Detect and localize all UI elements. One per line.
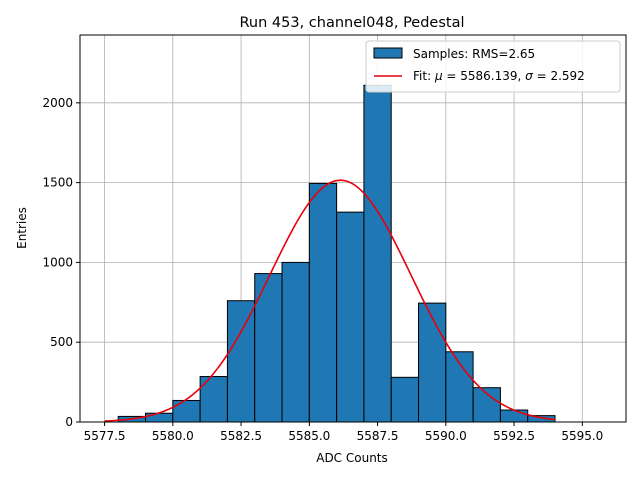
histogram-bars xyxy=(117,84,556,423)
x-axis-ticks: 5577.5 5580.0 5582.5 5585.0 5587.5 5590.0 5592… xyxy=(84,422,603,443)
histogram-bar xyxy=(336,211,365,423)
histogram-bar xyxy=(308,182,338,423)
histogram-bar xyxy=(390,376,420,423)
legend: Samples: RMS=2.65 Fit: μ = 5586.139, σ =… xyxy=(365,40,621,93)
histogram-bar xyxy=(172,399,201,423)
plot-frame xyxy=(79,34,627,423)
y-tick-label: 500 xyxy=(50,335,73,349)
histogram-bar xyxy=(226,300,256,423)
x-tick-label: 5582.5 xyxy=(220,429,262,443)
x-tick-label: 5580.0 xyxy=(152,429,194,443)
y-tick-label: 2000 xyxy=(42,96,73,110)
legend-histogram-patch xyxy=(373,47,403,59)
histogram-bar xyxy=(418,302,447,423)
chart-title: Run 453, channel048, Pedestal xyxy=(239,15,464,31)
x-tick-label: 5592.5 xyxy=(493,429,535,443)
fit-curve-group xyxy=(104,179,556,422)
legend-fit-label: Fit: μ = 5586.139, σ = 2.592 xyxy=(413,69,585,83)
y-axis-ticks: 0 500 1000 1500 2000 xyxy=(42,96,80,429)
histogram-bar xyxy=(281,261,310,423)
x-tick-label: 5590.0 xyxy=(425,429,467,443)
x-tick-label: 5577.5 xyxy=(84,429,126,443)
x-axis-label: ADC Counts xyxy=(316,451,388,465)
histogram-bar xyxy=(363,84,392,423)
histogram-bar xyxy=(199,376,228,423)
y-tick-label: 1500 xyxy=(42,176,73,190)
histogram-bar xyxy=(145,412,174,423)
histogram-bar xyxy=(499,409,529,423)
legend-box xyxy=(365,40,621,93)
fit-curve xyxy=(104,179,556,422)
x-tick-label: 5587.5 xyxy=(357,429,399,443)
y-axis-label: Entries xyxy=(15,207,29,249)
legend-histogram-label: Samples: RMS=2.65 xyxy=(413,47,535,61)
y-tick-label: 1000 xyxy=(42,255,73,269)
x-tick-label: 5585.0 xyxy=(288,429,330,443)
x-tick-label: 5595.0 xyxy=(561,429,603,443)
y-tick-label: 0 xyxy=(65,415,73,429)
